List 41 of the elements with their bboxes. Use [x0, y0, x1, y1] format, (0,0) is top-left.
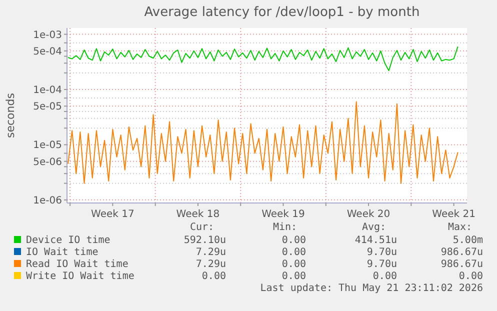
y-tick-label: 5e-05	[33, 102, 62, 113]
text: 5.00m	[452, 235, 483, 246]
text: 0.00	[202, 271, 226, 282]
text: 0.00	[282, 235, 306, 246]
text: 0.00	[458, 271, 483, 282]
text: 9.70u	[366, 247, 397, 258]
text: 0.00	[282, 247, 306, 258]
y-axis-title: seconds	[4, 92, 17, 138]
x-tick-label: Week 21	[432, 209, 476, 220]
y-tick-label: 1e-03	[33, 30, 62, 41]
y-tick-label: 1e-05	[33, 140, 62, 152]
text: Cur:	[190, 222, 214, 233]
x-tick-label: Week 18	[176, 209, 220, 220]
x-tick-label: Week 17	[91, 209, 134, 220]
text: 986.67u	[440, 259, 483, 270]
y-tick-label: 5e-06	[33, 156, 62, 168]
text: Max:	[448, 222, 472, 233]
y-tick-label: 5e-04	[33, 46, 62, 58]
y-tick-label: 1e-06	[33, 195, 62, 206]
line-series	[68, 46, 458, 72]
text: 7.29u	[196, 259, 226, 270]
text: 7.29u	[196, 247, 226, 258]
text: 0.00	[282, 259, 306, 270]
text: 0.00	[282, 271, 306, 282]
x-tick-label: Week 19	[262, 209, 305, 220]
text: 592.10u	[184, 235, 226, 246]
text: 9.70u	[366, 259, 397, 270]
legend-label: IO Wait time	[26, 247, 98, 258]
chart-title: Average latency for /dev/loop1 - by month	[144, 5, 420, 20]
legend-label: Read IO Wait time	[26, 259, 128, 270]
y-tick-label: 1e-04	[33, 85, 62, 96]
text: Min:	[272, 222, 298, 233]
text: 0.00	[372, 271, 397, 282]
x-tick-label: Week 20	[346, 209, 390, 220]
text: 986.67u	[440, 247, 483, 258]
line-series	[68, 101, 458, 184]
text: 414.51u	[354, 235, 397, 246]
legend-label: Write IO Wait time	[26, 271, 134, 282]
text: Last update: Thu May 21 23:11:02 2026	[260, 283, 483, 294]
legend-label: Device IO time	[26, 235, 110, 246]
text: Avg:	[362, 222, 386, 233]
